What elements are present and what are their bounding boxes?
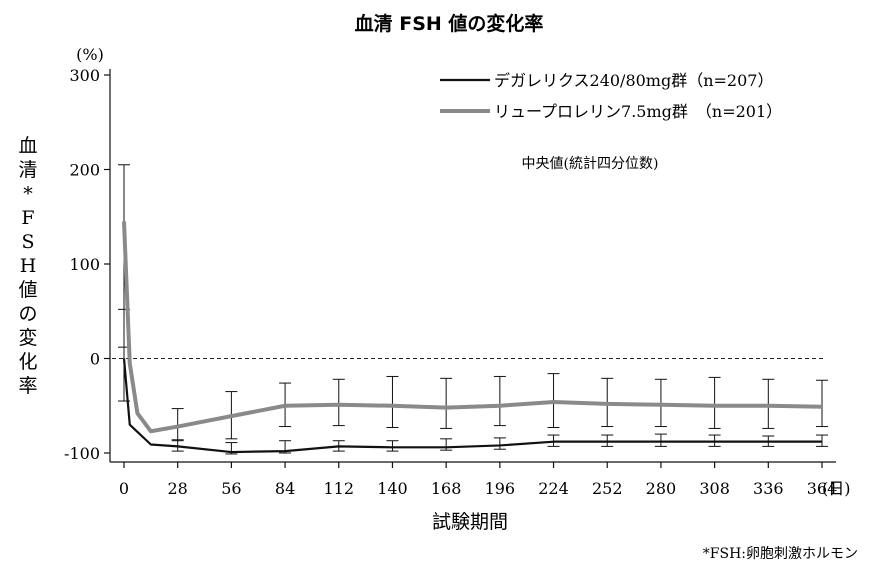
y-axis-label-char: S <box>21 231 34 253</box>
x-tick-label: 0 <box>119 479 129 498</box>
x-axis-label: 試験期間 <box>432 511 508 533</box>
x-tick-label: 224 <box>538 479 569 498</box>
chart-title: 血清 FSH 値の変化率 <box>355 12 544 35</box>
y-unit-label: (%) <box>76 45 104 64</box>
y-axis-label-char: 率 <box>18 375 37 397</box>
x-tick-label: 364 <box>807 479 838 498</box>
y-tick-label: 0 <box>90 350 100 369</box>
y-axis-label-char: の <box>18 303 37 325</box>
x-tick-label: 140 <box>377 479 408 498</box>
series-degarelix <box>118 308 828 455</box>
x-tick-label: 336 <box>753 479 784 498</box>
series-group <box>118 164 828 455</box>
median-note: 中央値(統計四分位数) <box>522 156 659 172</box>
y-axis-label-char: 清 <box>18 159 37 181</box>
y-axis-label-char: 血 <box>18 135 37 157</box>
x-tick-label: 280 <box>646 479 677 498</box>
y-axis-label-char: * <box>23 183 33 205</box>
y-tick-label: 100 <box>69 255 100 274</box>
x-unit-label: (日) <box>822 479 851 498</box>
legend: デガレリクス240/80mg群（n=207） リュープロレリン7.5mg群 （n=… <box>440 71 782 121</box>
series-leuprorelin <box>118 164 828 442</box>
legend-label: リュープロレリン7.5mg群 （n=201） <box>494 102 782 121</box>
legend-label: デガレリクス240/80mg群（n=207） <box>494 71 773 90</box>
series-line <box>122 358 822 454</box>
x-tick-label: 308 <box>699 479 730 498</box>
x-tick-label: 112 <box>323 479 354 498</box>
y-axis-label-char: 化 <box>18 351 37 373</box>
x-tick-label: 196 <box>485 479 516 498</box>
series-line <box>122 221 823 434</box>
x-tick-label: 252 <box>592 479 623 498</box>
axes: 300 200 100 0 -100 0 28 56 84 112 140 168 196 224 252 2… <box>64 66 837 498</box>
y-axis-label-char: F <box>21 207 34 229</box>
y-axis-label-char: H <box>20 255 37 277</box>
x-tick-label: 28 <box>168 479 188 498</box>
y-tick-label: 200 <box>69 161 100 180</box>
x-tick-label: 168 <box>431 479 462 498</box>
y-axis-label-char: 値 <box>18 279 37 301</box>
x-tick-label: 56 <box>221 479 241 498</box>
y-tick-label: 300 <box>69 66 100 85</box>
y-tick-label: -100 <box>64 444 100 463</box>
x-tick-label: 84 <box>275 479 295 498</box>
footnote: *FSH:卵胞刺激ホルモン <box>703 545 858 562</box>
y-axis-label-char: 変 <box>18 327 37 349</box>
